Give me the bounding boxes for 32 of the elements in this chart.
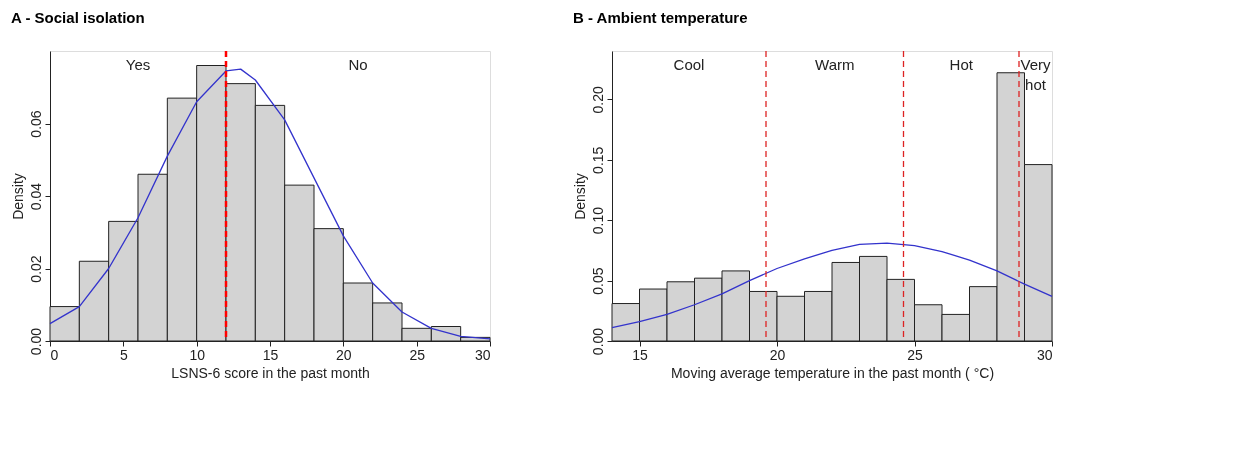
y-tick-label: 0.06 — [27, 110, 44, 138]
y-axis-title: Density — [571, 173, 588, 220]
x-tick-label: 0 — [50, 346, 59, 363]
x-tick-label: 20 — [769, 346, 786, 363]
x-tick-label: 5 — [119, 346, 128, 363]
x-tick-label: 30 — [1036, 346, 1053, 363]
y-tick-label: 0.00 — [589, 327, 606, 356]
x-axis-title: Moving average temperature in the past month ( °C) — [670, 364, 995, 381]
x-tick-label: 15 — [632, 346, 648, 363]
y-tick-label: 0.10 — [589, 206, 606, 235]
y-tick-label: 0.02 — [27, 255, 44, 283]
x-tick-label: 20 — [336, 346, 352, 363]
x-tick-label: 25 — [907, 346, 923, 363]
annotation: Cool — [673, 56, 705, 73]
y-axis-title: Density — [9, 173, 26, 220]
x-axis-title: LSNS-6 score in the past month — [171, 364, 370, 381]
annotation: Hot — [949, 56, 974, 73]
annotation: No — [348, 56, 368, 73]
y-tick-label: 0.20 — [589, 86, 606, 114]
chart-title: A - Social isolation — [11, 8, 145, 26]
annotation: Warm — [815, 56, 855, 73]
y-tick-label: 0.04 — [27, 182, 44, 211]
x-tick-label: 30 — [474, 346, 491, 363]
x-tick-label: 15 — [262, 346, 279, 363]
x-tick-label: 10 — [189, 346, 206, 363]
y-tick-label: 0.00 — [27, 327, 44, 356]
y-tick-label: 0.05 — [589, 267, 606, 295]
chart-title: B - Ambient temperature — [573, 9, 748, 27]
annotation: Yes — [125, 56, 151, 73]
x-tick-label: 25 — [409, 346, 426, 363]
y-tick-label: 0.15 — [589, 146, 606, 174]
annotation: Very hot — [1020, 56, 1052, 93]
